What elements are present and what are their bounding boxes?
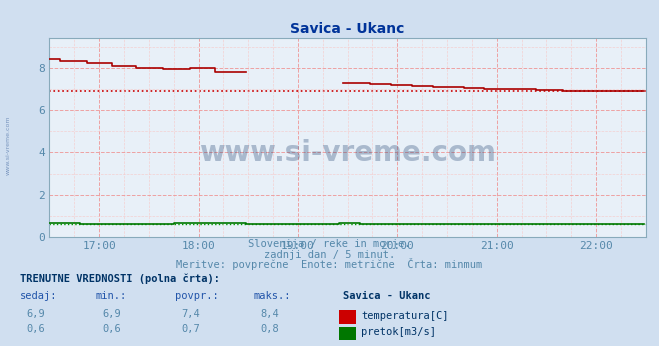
Text: zadnji dan / 5 minut.: zadnji dan / 5 minut.: [264, 250, 395, 260]
Text: 8,4: 8,4: [261, 309, 279, 319]
Text: 7,4: 7,4: [182, 309, 200, 319]
Text: pretok[m3/s]: pretok[m3/s]: [361, 327, 436, 337]
Text: 0,6: 0,6: [27, 324, 45, 334]
Text: www.si-vreme.com: www.si-vreme.com: [199, 139, 496, 167]
Text: 0,6: 0,6: [103, 324, 121, 334]
Text: 0,7: 0,7: [182, 324, 200, 334]
Text: maks.:: maks.:: [254, 291, 291, 301]
Text: Slovenija / reke in morje.: Slovenija / reke in morje.: [248, 239, 411, 249]
Text: 6,9: 6,9: [27, 309, 45, 319]
Text: www.si-vreme.com: www.si-vreme.com: [5, 116, 11, 175]
Text: min.:: min.:: [96, 291, 127, 301]
Title: Savica - Ukanc: Savica - Ukanc: [291, 21, 405, 36]
Text: povpr.:: povpr.:: [175, 291, 218, 301]
Text: 0,8: 0,8: [261, 324, 279, 334]
Text: TRENUTNE VREDNOSTI (polna črta):: TRENUTNE VREDNOSTI (polna črta):: [20, 273, 219, 284]
Text: Savica - Ukanc: Savica - Ukanc: [343, 291, 430, 301]
Text: Meritve: povprečne  Enote: metrične  Črta: minmum: Meritve: povprečne Enote: metrične Črta:…: [177, 258, 482, 270]
Text: sedaj:: sedaj:: [20, 291, 57, 301]
Text: 6,9: 6,9: [103, 309, 121, 319]
Text: temperatura[C]: temperatura[C]: [361, 311, 449, 321]
